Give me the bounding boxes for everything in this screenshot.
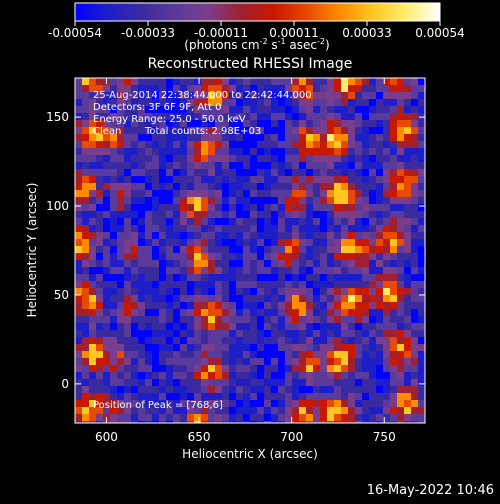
- y-tick-label: 100: [46, 199, 69, 213]
- x-axis-label: Heliocentric X (arcsec): [182, 447, 318, 461]
- x-axis-ticks: 600 650 700 750: [95, 78, 396, 444]
- colorbar-tick-label: -0.00033: [121, 26, 175, 40]
- annotation-time-range: 25-Aug-2014 22:38:44.000 to 22:42:44.000: [93, 90, 312, 101]
- colorbar: [74, 2, 441, 22]
- annotation-energy-range: Energy Range: 25.0 - 50.0 keV: [93, 114, 246, 125]
- y-tick-label: 150: [46, 110, 69, 124]
- x-tick-label: 650: [188, 430, 211, 444]
- colorbar-ticks: -0.00054 -0.00033 -0.00011 0.00011 0.00033 0.…: [48, 21, 465, 40]
- y-tick-label: 50: [54, 288, 69, 302]
- colorbar-tick-label: 0.00011: [269, 26, 319, 40]
- colorbar-tick-label: 0.00054: [415, 26, 465, 40]
- colorbar-tick-label: -0.00011: [194, 26, 248, 40]
- annotation-clean: Clean: [93, 126, 121, 137]
- heatmap-image: [75, 78, 425, 423]
- y-axis-label: Heliocentric Y (arcsec): [25, 183, 39, 318]
- plot-frame: [74, 77, 426, 424]
- x-tick-label: 750: [373, 430, 396, 444]
- y-tick-label: 0: [61, 377, 69, 391]
- colorbar-units-label: (photons cm-2 s-1 asec-2): [184, 37, 329, 52]
- x-tick-label: 600: [95, 430, 118, 444]
- y-axis-ticks: 0 50 100 150: [46, 110, 425, 391]
- annotation-detectors: Detectors: 3F 6F 9F, Att 0: [93, 102, 221, 113]
- annotation-total-counts: Total counts: 2.98E+03: [144, 126, 261, 137]
- annotation-peak-position: Position of Peak = [768,6]: [93, 400, 223, 411]
- chart-title: Reconstructed RHESSI Image: [148, 56, 353, 72]
- plot-timestamp: 16-May-2022 10:46: [366, 483, 494, 498]
- colorbar-tick-label: 0.00033: [342, 26, 392, 40]
- colorbar-tick-label: -0.00054: [48, 26, 102, 40]
- x-tick-label: 700: [280, 430, 303, 444]
